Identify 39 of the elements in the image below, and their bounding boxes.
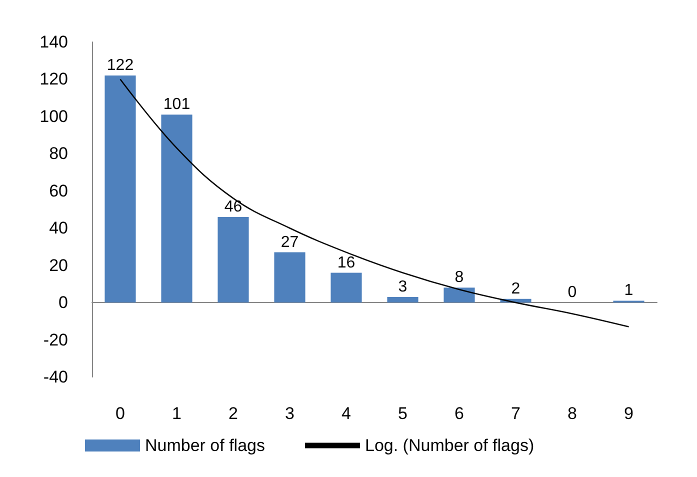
bar [444, 288, 475, 303]
data-label: 2 [511, 280, 520, 298]
x-tick-label: 6 [454, 404, 464, 423]
data-label: 16 [337, 254, 356, 272]
data-label: 46 [224, 198, 242, 216]
y-tick-label: 100 [40, 106, 68, 126]
data-label: 1 [624, 282, 634, 300]
data-label: 122 [106, 57, 134, 74]
y-tick-label: 20 [49, 256, 68, 275]
bar [330, 272, 362, 303]
x-tick-label: 1 [172, 404, 182, 423]
x-tick-label: 8 [568, 404, 577, 423]
x-tick-label: 2 [228, 404, 238, 423]
x-tick-label: 7 [511, 404, 520, 423]
data-label: 3 [398, 278, 408, 296]
y-tick-label: -20 [43, 330, 68, 350]
bar [218, 216, 249, 303]
x-tick-label: 3 [285, 404, 294, 423]
legend-label: Number of flags [145, 436, 265, 455]
x-tick-label: 9 [624, 404, 634, 423]
bar [387, 296, 418, 303]
y-tick-label: 40 [49, 218, 68, 238]
y-tick-label: 120 [40, 70, 68, 89]
y-tick-label: -40 [43, 368, 68, 386]
bar [161, 114, 192, 303]
bar [104, 76, 136, 303]
data-label: 101 [163, 96, 190, 114]
y-tick-label: 60 [49, 181, 68, 200]
bar [274, 252, 306, 303]
y-tick-label: 80 [49, 144, 68, 164]
legend-label: Log. (Number of flags) [364, 436, 534, 455]
data-label: 27 [280, 234, 299, 251]
y-tick-label: 140 [40, 32, 68, 52]
x-tick-label: 4 [342, 404, 351, 423]
x-tick-label: 5 [398, 404, 408, 423]
y-tick-label: 0 [58, 293, 68, 312]
x-tick-label: 0 [116, 404, 125, 423]
data-label: 8 [454, 269, 464, 286]
data-label: 0 [568, 284, 577, 302]
